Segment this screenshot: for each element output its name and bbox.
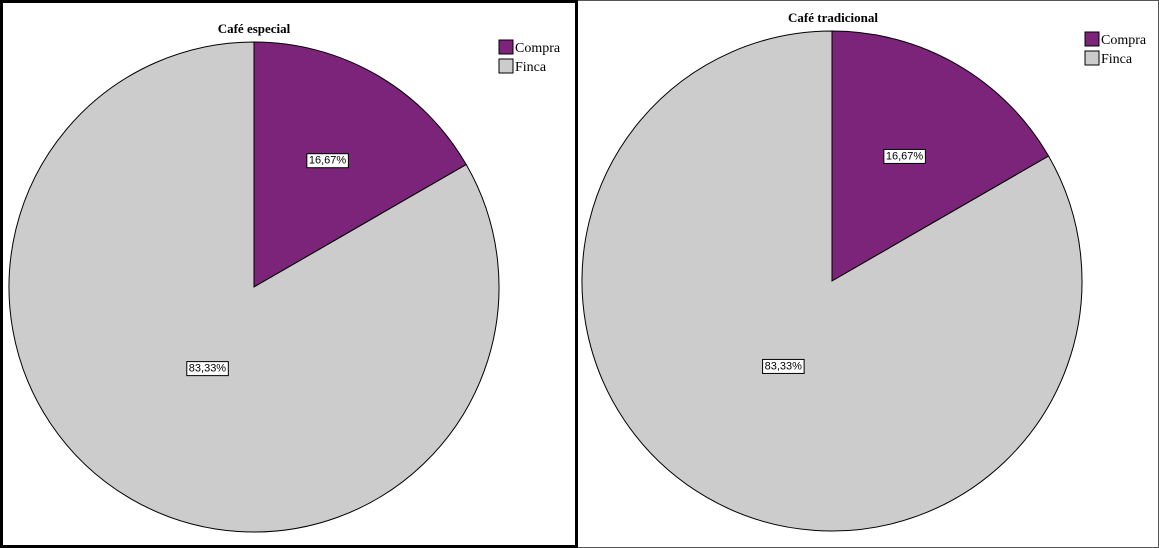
legend-swatch-compra — [498, 39, 514, 55]
chart-panel-tradicional: Café tradicional 16,67% 83,33% Compra Fin… — [578, 0, 1159, 548]
pie-slice-finca — [8, 41, 500, 533]
pie-slice-compra — [831, 30, 1050, 282]
chart-title: Café especial — [218, 21, 291, 36]
data-label-text: 83,33% — [765, 360, 803, 372]
legend-swatch-finca — [1084, 50, 1100, 66]
chart-title: Café tradicional — [788, 10, 878, 25]
data-labels: 16,67% 83,33% — [762, 148, 926, 374]
data-labels: 16,67% 83,33% — [186, 153, 349, 377]
legend-label-finca: Finca — [1101, 52, 1133, 67]
slices — [581, 30, 1083, 532]
data-label-text: 83,33% — [189, 363, 227, 375]
legend: Compra Finca — [498, 39, 561, 75]
legend-label-compra: Compra — [1101, 33, 1147, 48]
data-label-finca: 83,33% — [186, 361, 229, 377]
data-label-box — [306, 153, 349, 169]
data-label-finca: 83,33% — [762, 358, 805, 374]
data-label-compra: 16,67% — [306, 153, 349, 169]
chart-panel-especial: Café especial 16,67% 83,33% Compra Finca — [0, 0, 578, 548]
pie-chart-especial: Café especial 16,67% 83,33% Compra Finca — [8, 21, 561, 533]
legend-label-compra: Compra — [515, 41, 561, 56]
legend-swatch-compra — [1084, 31, 1100, 47]
data-label-text: 16,67% — [309, 155, 347, 167]
slices — [8, 41, 500, 533]
pie-chart-tradicional: Café tradicional 16,67% 83,33% Compra Fin… — [581, 10, 1147, 532]
legend-swatch-finca — [498, 58, 514, 74]
data-label-text: 16,67% — [886, 150, 924, 162]
data-label-box — [883, 148, 926, 164]
data-label-box — [186, 361, 229, 377]
legend-label-finca: Finca — [515, 60, 547, 75]
pie-slice-finca — [581, 30, 1083, 532]
pie-slice-compra — [253, 41, 467, 288]
data-label-box — [762, 358, 805, 374]
legend: Compra Finca — [1084, 31, 1147, 67]
data-label-compra: 16,67% — [883, 148, 926, 164]
